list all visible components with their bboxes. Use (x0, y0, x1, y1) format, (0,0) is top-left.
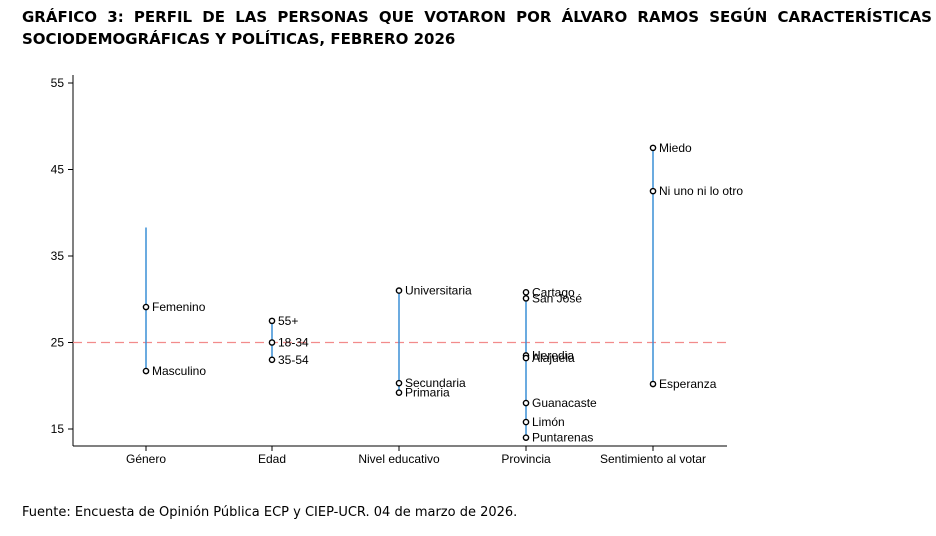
point-label: San José (532, 291, 582, 305)
point-label: Alajuela (532, 351, 575, 365)
data-point (395, 379, 403, 387)
point-label: 55+ (278, 314, 298, 328)
point-label: Esperanza (659, 377, 717, 391)
source-note: Fuente: Encuesta de Opinión Pública ECP … (22, 505, 518, 520)
data-point (395, 389, 403, 396)
data-point (522, 295, 530, 302)
data-point (268, 339, 276, 346)
data-point (649, 144, 657, 152)
x-tick-label: Género (126, 452, 166, 466)
y-tick-label: 55 (51, 76, 65, 90)
point-label: Puntarenas (532, 431, 593, 445)
data-point (268, 317, 276, 325)
chart-title-line-1: GRÁFICO 3: PERFIL DE LAS PERSONAS QUE VO… (22, 8, 932, 26)
data-point (522, 418, 530, 426)
data-point (142, 303, 150, 311)
data-point (522, 399, 530, 407)
point-label: Masculino (152, 364, 206, 378)
chart-title-line-2: SOCIODEMOGRÁFICAS Y POLÍTICAS, FEBRERO 2… (22, 30, 456, 48)
point-label: 18-34 (278, 336, 309, 350)
x-tick-label: Provincia (501, 452, 551, 466)
chart-title: GRÁFICO 3: PERFIL DE LAS PERSONAS QUE VO… (22, 6, 932, 50)
data-point (522, 434, 530, 441)
y-tick-label: 45 (51, 163, 65, 177)
data-point (395, 287, 403, 294)
data-point (649, 380, 657, 388)
point-label: 35-54 (278, 353, 309, 367)
x-tick-label: Edad (258, 452, 286, 466)
data-point (649, 187, 657, 195)
y-tick-label: 15 (51, 422, 65, 436)
data-point (522, 289, 530, 296)
point-label: Primaria (405, 386, 450, 400)
point-label: Cartago (532, 285, 575, 299)
point-label: Ni uno ni lo otro (659, 184, 743, 198)
point-label: Heredia (532, 348, 574, 362)
range-dot-chart: 15 25 35 45 55 Género Edad Nivel educativo Provi… (51, 75, 743, 466)
point-label: Limón (532, 415, 565, 429)
y-tick-label: 25 (51, 336, 65, 350)
point-label: Guanacaste (532, 396, 597, 410)
y-tick-label: 35 (51, 249, 65, 263)
data-point (522, 354, 530, 362)
point-label: Secundaria (405, 376, 466, 390)
point-label: Universitaria (405, 284, 472, 298)
x-tick-label: Sentimiento al votar (600, 452, 706, 466)
data-point (142, 367, 150, 375)
point-label: Femenino (152, 300, 206, 314)
point-label: Miedo (659, 141, 692, 155)
data-point (268, 356, 276, 364)
x-tick-label: Nivel educativo (358, 452, 440, 466)
